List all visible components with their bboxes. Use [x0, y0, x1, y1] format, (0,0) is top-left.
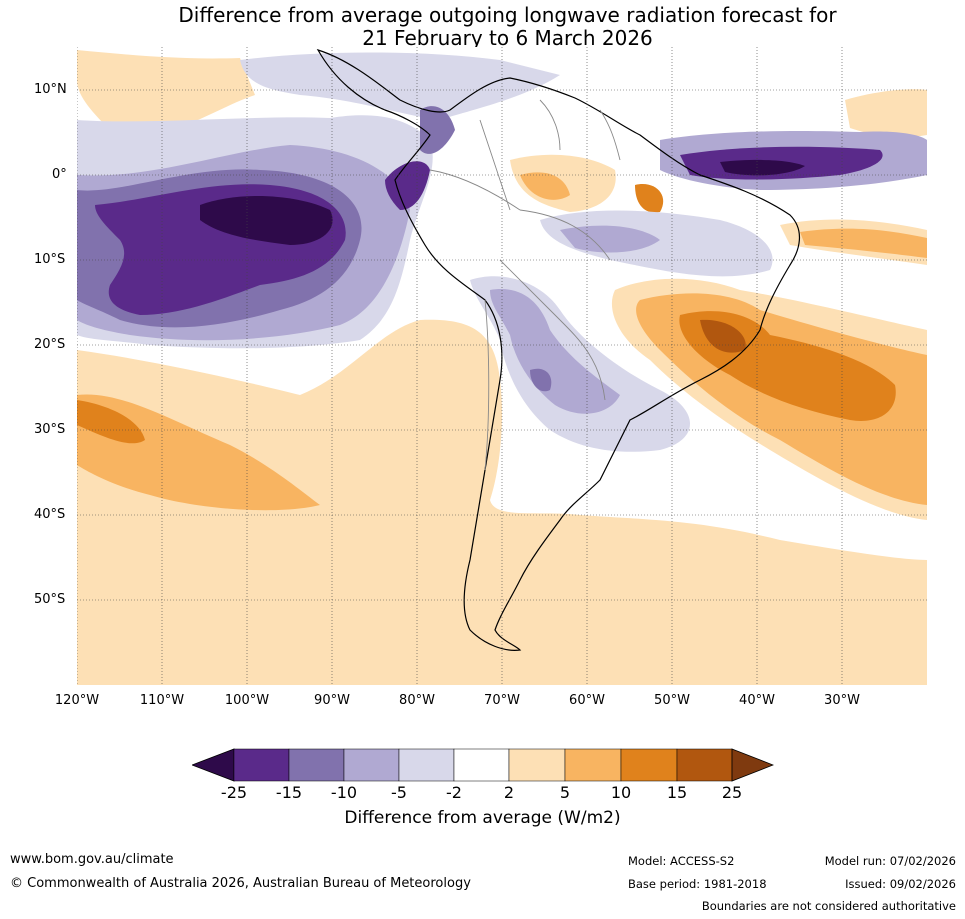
colorbar [192, 748, 774, 782]
colorbar-tick-neg5: -5 [391, 783, 407, 802]
lon-label-30w: 30°W [824, 693, 860, 708]
colorbar-label: Difference from average (W/m2) [344, 808, 621, 828]
colorbar-swatch-3 [343, 748, 400, 782]
country-borders [429, 99, 621, 471]
footer-model-run: Model run: 07/02/2026 [824, 854, 956, 868]
north-atlantic-light [845, 89, 927, 138]
colorbar-tick-15: 15 [666, 783, 688, 802]
lat-label-40s: 40°S [34, 507, 66, 522]
footer-copyright: © Commonwealth of Australia 2026, Austra… [10, 876, 471, 891]
colorbar-tick-2: 2 [503, 783, 515, 802]
lon-label-120w: 120°W [54, 693, 100, 708]
lon-label-80w: 80°W [399, 693, 435, 708]
south-atlantic-darkest [700, 319, 746, 353]
lat-label-10n: 10°N [34, 82, 67, 97]
title-line-2: 21 February to 6 March 2026 [362, 26, 653, 50]
lon-label-110w: 110°W [139, 693, 185, 708]
lon-label-60w: 60°W [569, 693, 605, 708]
central-america-light [240, 52, 560, 120]
south-pacific-light-orange [77, 319, 927, 685]
lon-label-100w: 100°W [224, 693, 270, 708]
brazil-interior-medium [560, 225, 660, 253]
atlantic-itcz-core [720, 159, 805, 176]
colorbar-arrow-high [731, 748, 774, 782]
colorbar-swatch-8 [620, 748, 678, 782]
footer-disclaimer: Boundaries are not considered authoritat… [701, 899, 956, 913]
title-line-1: Difference from average outgoing longwav… [178, 3, 837, 27]
colorbar-tick-neg25: -25 [220, 783, 248, 802]
graticule [77, 47, 927, 685]
colorbar-swatch-6 [508, 748, 566, 782]
colorbar-tick-neg10: -10 [330, 783, 358, 802]
lon-label-40w: 40°W [739, 693, 775, 708]
footer-base-period: Base period: 1981-2018 [628, 877, 767, 891]
amazon-orange-core [520, 172, 570, 200]
colorbar-tick-25: 25 [721, 783, 743, 802]
ecuador-strong [385, 161, 430, 210]
lon-label-90w: 90°W [314, 693, 350, 708]
colorbar-swatch-7 [564, 748, 622, 782]
footer-website[interactable]: www.bom.gov.au/climate [10, 852, 174, 867]
lat-label-10s: 10°S [34, 252, 66, 267]
lat-label-30s: 30°S [34, 422, 66, 437]
colorbar-tick-10: 10 [610, 783, 632, 802]
lat-label-50s: 50°S [34, 592, 66, 607]
colorbar-swatch-4 [398, 748, 455, 782]
colorbar-swatch-2 [288, 748, 345, 782]
ne-brazil-spot [635, 184, 664, 213]
footer-model: Model: ACCESS-S2 [628, 854, 735, 868]
colorbar-swatch-9 [676, 748, 733, 782]
continent-outline [316, 48, 800, 651]
equatorial-atlantic-band [800, 228, 927, 258]
colorbar-tick-neg15: -15 [275, 783, 303, 802]
footer-issued: Issued: 09/02/2026 [845, 877, 956, 891]
colorbar-swatch-1 [233, 748, 290, 782]
map-title: Difference from average outgoing longwav… [0, 4, 965, 50]
central-america-medium [420, 106, 455, 154]
positive-anomaly-regions [77, 50, 927, 685]
olr-anomaly-map [77, 47, 927, 685]
colorbar-tick-5: 5 [559, 783, 571, 802]
colorbar-swatch-5 [453, 748, 510, 782]
tropical-pacific-core [200, 195, 333, 245]
colorbar-tick-neg2: -2 [446, 783, 462, 802]
lat-label-0: 0° [52, 167, 67, 182]
colorbar-arrow-low [192, 748, 235, 782]
northern-pacific-orange [77, 50, 255, 136]
negative-anomaly-regions [77, 52, 927, 452]
southern-sa-medium [490, 289, 620, 414]
south-pacific-darker [77, 400, 145, 444]
southern-sa-spot [530, 368, 552, 392]
lon-label-50w: 50°W [654, 693, 690, 708]
south-pacific-orange [77, 394, 320, 511]
lon-label-70w: 70°W [484, 693, 520, 708]
lat-label-20s: 20°S [34, 337, 66, 352]
